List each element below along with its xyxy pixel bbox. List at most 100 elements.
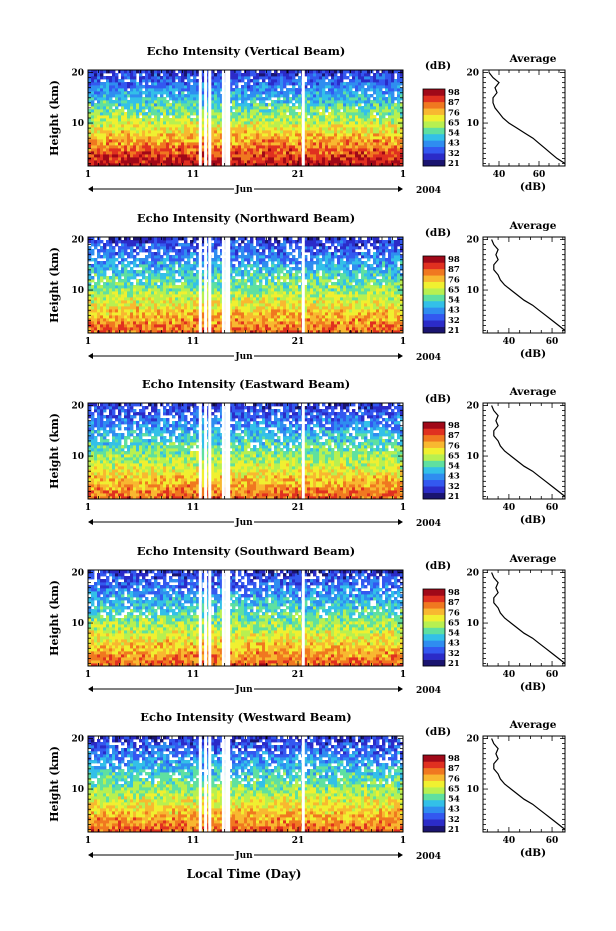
- heatmap-cell: [352, 91, 356, 95]
- heatmap-cell: [133, 145, 137, 149]
- heatmap-cell: [325, 145, 329, 149]
- heatmap-cell: [319, 85, 323, 89]
- heatmap-cell: [358, 115, 362, 119]
- heatmap-cell: [196, 291, 200, 295]
- heatmap-cell: [394, 309, 398, 313]
- heatmap-cell: [313, 112, 317, 116]
- heatmap-cell: [304, 315, 308, 319]
- heatmap-cell: [142, 288, 146, 292]
- heatmap-cell: [310, 324, 314, 328]
- heatmap-cell: [337, 70, 341, 74]
- heatmap-cell: [265, 154, 269, 158]
- heatmap-cell: [385, 97, 389, 101]
- heatmap-cell: [217, 109, 221, 113]
- heatmap-cell: [145, 85, 149, 89]
- heatmap-cell: [295, 148, 299, 152]
- heatmap-cell: [163, 85, 167, 89]
- heatmap-cell: [169, 88, 173, 92]
- heatmap-cell: [172, 76, 176, 80]
- heatmap-cell: [316, 324, 320, 328]
- heatmap-cell: [139, 124, 143, 128]
- colorbar-tick-label: 32: [448, 149, 460, 159]
- heatmap-cell: [337, 297, 341, 301]
- heatmap-cell: [196, 109, 200, 113]
- heatmap-cell: [328, 88, 332, 92]
- heatmap-cell: [178, 130, 182, 134]
- heatmap-cell: [370, 303, 374, 307]
- heatmap-cell: [196, 82, 200, 86]
- heatmap-cell: [157, 142, 161, 146]
- heatmap-cell: [130, 112, 134, 116]
- heatmap-cell: [190, 79, 194, 83]
- heatmap-cell: [364, 312, 368, 316]
- heatmap-cell: [121, 160, 125, 164]
- heatmap-cell: [376, 309, 380, 313]
- heatmap-cell: [316, 115, 320, 119]
- heatmap-cell: [367, 303, 371, 307]
- heatmap-cell: [190, 112, 194, 116]
- heatmap-cell: [292, 73, 296, 77]
- heatmap-cell: [151, 121, 155, 125]
- heatmap-cell: [313, 151, 317, 155]
- heatmap-cell: [217, 106, 221, 110]
- heatmap-cell: [124, 142, 128, 146]
- heatmap-cell: [328, 318, 332, 322]
- heatmap-cell: [253, 112, 257, 116]
- heatmap-cell: [166, 163, 170, 167]
- heatmap-cell: [325, 321, 329, 325]
- heatmap-cell: [325, 157, 329, 161]
- heatmap-cell: [178, 85, 182, 89]
- colorbar-segment: [423, 133, 445, 141]
- heatmap-cell: [247, 130, 251, 134]
- heatmap-cell: [139, 76, 143, 80]
- heatmap-cell: [385, 121, 389, 125]
- heatmap-cell: [124, 300, 128, 304]
- heatmap-cell: [202, 127, 206, 131]
- heatmap-cell: [343, 300, 347, 304]
- heatmap-cell: [313, 121, 317, 125]
- heatmap-cell: [286, 130, 290, 134]
- heatmap-cell: [265, 327, 269, 331]
- heatmap-cell: [391, 133, 395, 137]
- heatmap-cell: [313, 142, 317, 146]
- heatmap-cell: [160, 157, 164, 161]
- colorbar-segment: [423, 153, 445, 160]
- heatmap-cell: [346, 309, 350, 313]
- heatmap-cell: [292, 327, 296, 331]
- heatmap-cell: [367, 121, 371, 125]
- heatmap-cell: [103, 300, 107, 304]
- heatmap-cell: [166, 151, 170, 155]
- heatmap-cell: [178, 318, 182, 322]
- heatmap-cell: [118, 148, 122, 152]
- heatmap-cell: [193, 145, 197, 149]
- heatmap-cell: [184, 160, 188, 164]
- heatmap-cell: [298, 160, 302, 164]
- heatmap-cell: [337, 106, 341, 110]
- heatmap-cell: [367, 88, 371, 92]
- heatmap-cell: [151, 291, 155, 295]
- heatmap-cell: [193, 100, 197, 104]
- heatmap-cell: [151, 112, 155, 116]
- heatmap-cell: [316, 300, 320, 304]
- heatmap-cell: [193, 148, 197, 152]
- heatmap-cell: [307, 142, 311, 146]
- heatmap-cell: [112, 70, 116, 74]
- heatmap-cell: [136, 309, 140, 313]
- heatmap-cell: [97, 309, 101, 313]
- heatmap-cell: [355, 318, 359, 322]
- heatmap-cell: [259, 148, 263, 152]
- heatmap-cell: [367, 100, 371, 104]
- heatmap-cell: [130, 151, 134, 155]
- heatmap-cell: [343, 121, 347, 125]
- heatmap-cell: [196, 318, 200, 322]
- heatmap-cell: [127, 73, 131, 77]
- heatmap-cell: [343, 88, 347, 92]
- heatmap-cell: [388, 94, 392, 98]
- heatmap-cell: [235, 106, 239, 110]
- heatmap-cell: [211, 312, 215, 316]
- heatmap-cell: [367, 73, 371, 77]
- heatmap-cell: [256, 139, 260, 143]
- heatmap-cell: [244, 88, 248, 92]
- heatmap-cell: [256, 300, 260, 304]
- heatmap-cell: [103, 327, 107, 331]
